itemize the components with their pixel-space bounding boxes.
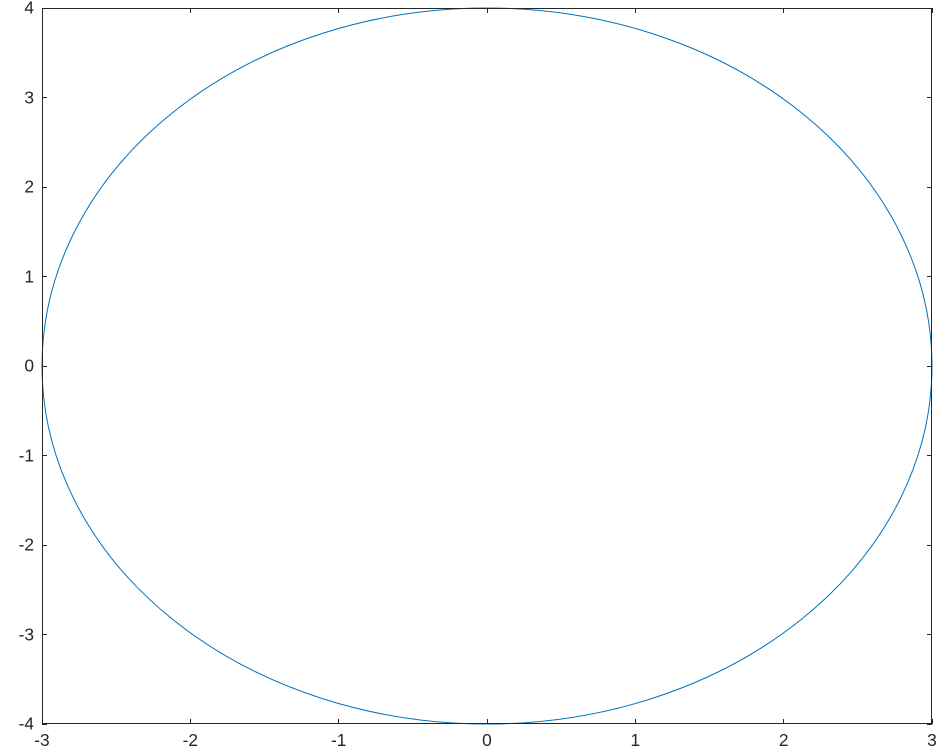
plot-area: -3-2-10123-4-3-2-101234 <box>42 8 932 724</box>
y-tick <box>42 455 47 456</box>
x-tick <box>487 719 488 724</box>
x-tick <box>635 719 636 724</box>
y-tick-label: -4 <box>19 714 34 735</box>
y-tick <box>927 455 932 456</box>
y-tick <box>42 366 47 367</box>
y-tick <box>42 97 47 98</box>
x-tick <box>338 719 339 724</box>
x-tick <box>42 8 43 13</box>
y-tick <box>927 97 932 98</box>
x-tick-label: 2 <box>779 730 789 751</box>
x-tick <box>635 8 636 13</box>
x-tick <box>338 8 339 13</box>
y-tick <box>927 545 932 546</box>
y-tick <box>927 724 932 725</box>
x-tick <box>783 719 784 724</box>
y-tick <box>42 187 47 188</box>
y-tick <box>42 724 47 725</box>
y-tick <box>927 276 932 277</box>
x-tick-label: -3 <box>34 730 49 751</box>
x-tick-label: -2 <box>183 730 198 751</box>
y-tick-label: 0 <box>24 356 34 377</box>
y-tick <box>42 545 47 546</box>
x-tick-label: 1 <box>631 730 641 751</box>
y-tick <box>927 634 932 635</box>
x-tick <box>932 8 933 13</box>
y-tick-label: 4 <box>24 0 34 19</box>
y-tick <box>927 8 932 9</box>
y-tick-label: -2 <box>19 535 34 556</box>
y-tick-label: -1 <box>19 445 34 466</box>
x-tick <box>783 8 784 13</box>
x-tick <box>487 8 488 13</box>
x-tick-label: -1 <box>331 730 346 751</box>
y-tick <box>927 187 932 188</box>
x-tick-label: 0 <box>482 730 492 751</box>
y-tick-label: -3 <box>19 624 34 645</box>
series-ellipse <box>42 8 932 724</box>
x-tick <box>190 719 191 724</box>
ellipse-curve <box>42 8 932 724</box>
y-tick <box>42 8 47 9</box>
x-tick-label: 3 <box>927 730 937 751</box>
y-tick <box>42 276 47 277</box>
y-tick-label: 2 <box>24 177 34 198</box>
y-tick-label: 1 <box>24 266 34 287</box>
y-tick <box>927 366 932 367</box>
figure: -3-2-10123-4-3-2-101234 <box>0 0 941 754</box>
x-tick <box>190 8 191 13</box>
y-tick <box>42 634 47 635</box>
y-tick-label: 3 <box>24 87 34 108</box>
